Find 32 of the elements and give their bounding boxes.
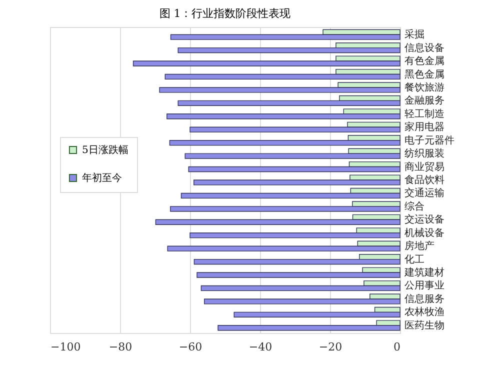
y-tick-label: 房地产 [404,240,434,252]
x-tick-label: −40 [248,340,272,354]
y-tick-label: 医药生物 [404,319,444,332]
x-tick-label: −60 [178,340,202,354]
y-tick-label: 食品饮料 [404,174,444,186]
y-tick-label: 交运设备 [404,214,444,226]
y-tick-label: 化工 [404,253,424,266]
y-tick-label: 机械设备 [404,226,444,239]
y-tick-label: 信息服务 [404,292,444,305]
y-tick-label: 餐饮旅游 [404,81,444,94]
y-tick-label: 轻工制造 [404,108,444,120]
y-tick-label: 家用电器 [404,121,444,134]
y-tick-label: 黑色金属 [404,68,444,80]
y-tick-label: 商业贸易 [404,160,444,173]
legend-label: 年初至今 [82,172,122,184]
x-tick-label: −100 [50,340,81,354]
y-tick-label: 交通运输 [404,187,444,200]
legend-label: 5日涨跌幅 [82,144,128,156]
y-tick-label: 电子元器件 [404,134,454,146]
y-tick-label: 采掘 [404,28,424,41]
chart-title: 图 1：行业指数阶段性表现 [159,7,291,20]
y-tick-label: 信息设备 [404,42,444,54]
y-tick-label: 综合 [404,200,424,212]
y-tick-label: 公用事业 [404,280,444,292]
x-tick-label: −20 [318,340,342,354]
x-tick-label: 0 [394,340,400,354]
y-tick-label: 有色金属 [404,55,444,68]
y-tick-label: 纺织服装 [404,148,444,160]
y-tick-label: 金融服务 [404,94,444,107]
y-tick-label: 建筑建材 [404,266,444,279]
y-tick-label: 农林牧渔 [404,306,444,318]
x-tick-label: −80 [108,340,132,354]
